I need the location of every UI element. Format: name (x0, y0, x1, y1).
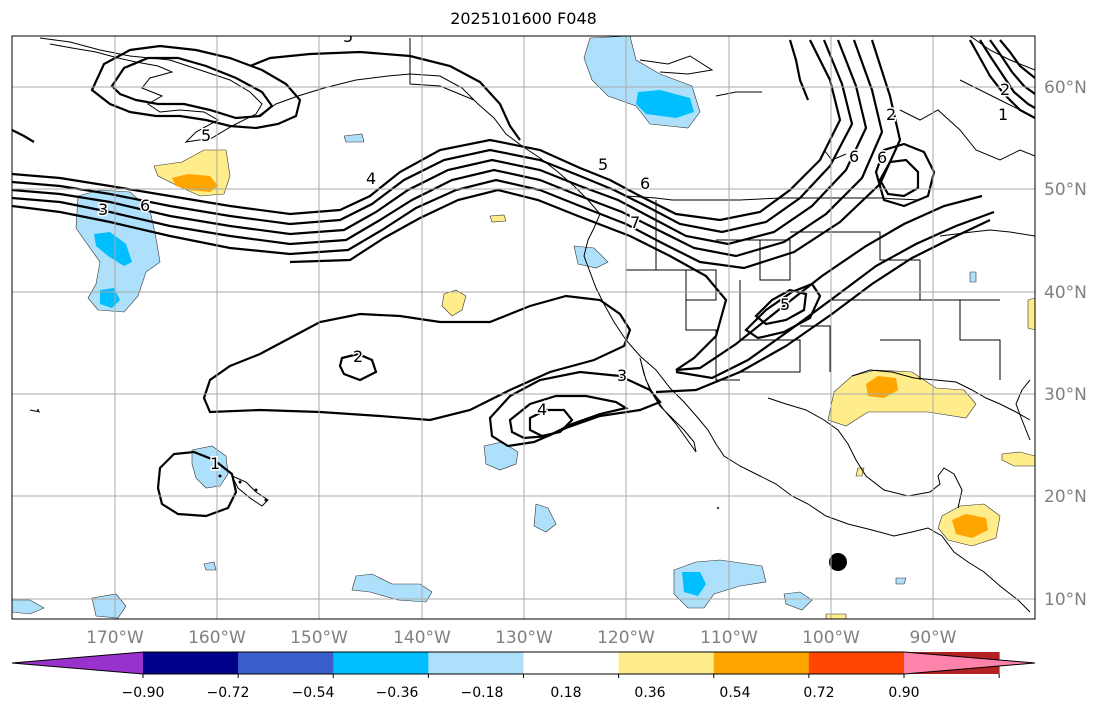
colorbar-tick-label: −0.36 (376, 685, 419, 701)
contour-label: 2 (353, 347, 363, 366)
lat-label: 30°N (1044, 385, 1087, 405)
lon-label: 110°W (700, 628, 758, 648)
lon-label: 120°W (597, 628, 655, 648)
lon-label: 170°W (86, 628, 144, 648)
lat-label: 10°N (1044, 590, 1087, 610)
colorbar-tick-label: −0.54 (292, 685, 335, 701)
contour-label: 6 (849, 147, 859, 166)
colorbar-ticks: −0.90 −0.72 −0.54 −0.36 −0.18 0.18 0.36 … (122, 685, 920, 701)
contour-label: 4 (537, 400, 547, 419)
contour-label: 6 (640, 174, 650, 193)
colorbar-tick-label: −0.72 (207, 685, 250, 701)
latitude-labels: 60°N 50°N 40°N 30°N 20°N 10°N (1044, 78, 1087, 610)
colorbar-segment (238, 652, 334, 674)
colorbar-segment (618, 652, 715, 674)
colorbar-tick-label: 0.90 (888, 685, 919, 701)
contour-label: 2 (886, 105, 896, 124)
contour-label: 5 (343, 27, 353, 46)
colorbar-segment (713, 652, 810, 674)
coastlines-and-borders (29, 36, 1035, 613)
negative-anomaly-fill-strong (94, 90, 706, 596)
contour-label: 1 (998, 105, 1008, 124)
colorbar-segment (143, 652, 239, 674)
lon-label: 90°W (910, 628, 957, 648)
lon-label: 160°W (188, 628, 246, 648)
contour-labels: 5 5 6 2 4 6 3 6 5 6 7 3 2 4 1 5 2 1 (97, 27, 1012, 475)
map-area: 5 5 6 2 4 6 3 6 5 6 7 3 2 4 1 5 2 1 (12, 27, 1035, 619)
contour-label: 6 (877, 148, 887, 167)
colorbar-tick-label: −0.18 (461, 685, 504, 701)
map-frame (11, 35, 1036, 620)
colorbar-tick-label: 0.72 (803, 685, 834, 701)
lon-label: 150°W (290, 628, 348, 648)
graticule (12, 36, 1035, 619)
contour-label: 6 (140, 196, 150, 215)
contour-label: 5 (598, 155, 608, 174)
storm-center-marker (829, 553, 847, 571)
contour-label: 1 (210, 454, 220, 473)
contour-label: 3 (617, 366, 627, 385)
colorbar (11, 651, 1036, 678)
colorbar-segment (333, 652, 429, 674)
lon-label: 130°W (495, 628, 553, 648)
plot-title: 2025101600 F048 (450, 9, 597, 28)
contour-lines (12, 39, 1035, 518)
colorbar-tick-label: 0.18 (550, 685, 581, 701)
colorbar-tick-label: 0.36 (634, 685, 665, 701)
longitude-labels: 170°W 160°W 150°W 140°W 130°W 120°W 110°… (86, 628, 957, 648)
positive-anomaly-fill (153, 149, 1035, 619)
contour-label: 7 (630, 213, 640, 232)
contour-label: 2 (1000, 80, 1010, 99)
colorbar-extend-min (12, 652, 143, 674)
colorbar-tick-label: −0.90 (122, 685, 165, 701)
colorbar-extend-max (904, 652, 1035, 674)
contour-label: 5 (201, 126, 211, 145)
colorbar-tick-label: 0.54 (719, 685, 750, 701)
lat-label: 20°N (1044, 487, 1087, 507)
colorbar-segment (428, 652, 524, 674)
lat-label: 60°N (1044, 78, 1087, 98)
contour-label: 3 (98, 200, 108, 219)
positive-anomaly-fill-strong (172, 174, 988, 538)
lat-label: 40°N (1044, 283, 1087, 303)
contour-label: 4 (366, 169, 376, 188)
colorbar-segment (808, 652, 905, 674)
lon-label: 140°W (393, 628, 451, 648)
lat-label: 50°N (1044, 180, 1087, 200)
colorbar-segment (523, 652, 620, 674)
contour-label: 5 (780, 295, 790, 314)
lon-label: 100°W (802, 628, 860, 648)
islands (37, 409, 847, 571)
